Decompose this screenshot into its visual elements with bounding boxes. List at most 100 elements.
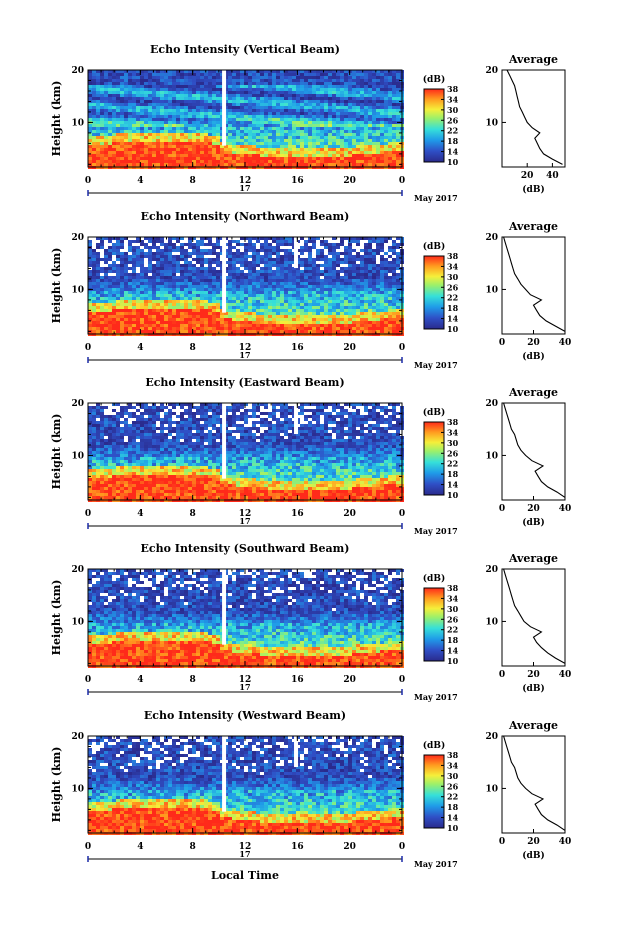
heatmap-cell — [304, 163, 308, 166]
heatmap-cell — [108, 279, 112, 282]
heatmap-cell — [128, 127, 132, 130]
heatmap-cell — [128, 115, 132, 118]
heatmap-cell — [292, 151, 296, 154]
heatmap-cell — [228, 130, 232, 133]
heatmap-cell — [256, 130, 260, 133]
heatmap-cell — [220, 136, 224, 139]
heatmap-cell — [316, 154, 320, 157]
heatmap-cell — [344, 273, 348, 276]
x-tick-label: 12 — [239, 176, 252, 186]
heatmap-cell — [264, 288, 268, 291]
heatmap-cell — [212, 112, 216, 115]
heatmap-cell — [164, 145, 168, 148]
heatmap-cell — [380, 237, 384, 240]
heatmap-cell — [100, 139, 104, 142]
heatmap-cell — [396, 70, 400, 73]
heatmap-cell — [376, 279, 380, 282]
heatmap-cell — [360, 163, 364, 166]
heatmap-cell — [120, 276, 124, 279]
heatmap-cell — [160, 160, 164, 163]
heatmap-cell — [172, 145, 176, 148]
heatmap-cell — [256, 309, 260, 312]
heatmap-cell — [264, 133, 268, 136]
heatmap-cell — [380, 91, 384, 94]
heatmap-cell — [152, 109, 156, 112]
heatmap-cell — [176, 288, 180, 291]
heatmap-cell — [336, 258, 340, 261]
heatmap-cell — [172, 100, 176, 103]
heatmap-cell — [384, 270, 388, 273]
heatmap-cell — [268, 285, 272, 288]
heatmap-cell — [132, 109, 136, 112]
heatmap-cell — [228, 121, 232, 124]
heatmap-cell — [308, 282, 312, 285]
heatmap-cell — [92, 136, 96, 139]
heatmap-cell — [264, 115, 268, 118]
heatmap-cell — [188, 148, 192, 151]
heatmap-cell — [340, 282, 344, 285]
heatmap-cell — [336, 76, 340, 79]
heatmap-cell — [356, 273, 360, 276]
heatmap-cell — [176, 127, 180, 130]
heatmap-cell — [272, 246, 276, 249]
heatmap-cell — [368, 139, 372, 142]
heatmap-cell — [288, 282, 292, 285]
heatmap-cell — [228, 252, 232, 255]
heatmap-cell — [156, 315, 160, 318]
heatmap-cell — [288, 85, 292, 88]
heatmap-cell — [268, 73, 272, 76]
heatmap-cell — [236, 109, 240, 112]
heatmap-cell — [324, 94, 328, 97]
heatmap-cell — [384, 151, 388, 154]
heatmap-cell — [144, 252, 148, 255]
heatmap-cell — [396, 124, 400, 127]
heatmap-cell — [228, 97, 232, 100]
heatmap-cell — [192, 154, 196, 157]
heatmap-cell — [324, 148, 328, 151]
heatmap-cell — [364, 133, 368, 136]
heatmap-cell — [100, 246, 104, 249]
average-profile-line — [506, 69, 563, 165]
heatmap-cell — [260, 255, 264, 258]
heatmap-cell — [352, 85, 356, 88]
heatmap-cell — [128, 312, 132, 315]
heatmap-cell — [264, 151, 268, 154]
heatmap-cell — [292, 327, 296, 330]
heatmap-cell — [220, 297, 224, 300]
heatmap-cell — [144, 309, 148, 312]
heatmap-cell — [392, 279, 396, 282]
heatmap-cell — [352, 297, 356, 300]
heatmap-cell — [264, 321, 268, 324]
heatmap-cell — [376, 154, 380, 157]
heatmap-cell — [204, 97, 208, 100]
heatmap-cell — [288, 160, 292, 163]
heatmap-cell — [288, 237, 292, 240]
heatmap-cell — [244, 252, 248, 255]
heatmap-cell — [168, 243, 172, 246]
heatmap-cell — [348, 124, 352, 127]
heatmap-cell — [380, 297, 384, 300]
heatmap-cell — [208, 160, 212, 163]
heatmap-cell — [172, 288, 176, 291]
heatmap-cell — [164, 252, 168, 255]
heatmap-cell — [336, 324, 340, 327]
heatmap-cell — [220, 157, 224, 160]
heatmap-cell — [104, 285, 108, 288]
heatmap-cell — [136, 130, 140, 133]
heatmap-cell — [288, 267, 292, 270]
heatmap-cell — [140, 136, 144, 139]
heatmap-cell — [244, 276, 248, 279]
heatmap-cell — [312, 151, 316, 154]
heatmap-cell — [120, 106, 124, 109]
heatmap-cell — [108, 240, 112, 243]
heatmap-cell — [288, 249, 292, 252]
average-x-tick-label: 40 — [546, 171, 559, 181]
heatmap-cell — [336, 288, 340, 291]
heatmap-cell — [376, 139, 380, 142]
heatmap-cell — [320, 294, 324, 297]
heatmap-cell — [348, 282, 352, 285]
heatmap-cell — [156, 249, 160, 252]
heatmap-cell — [364, 249, 368, 252]
heatmap-cell — [328, 94, 332, 97]
heatmap-cell — [344, 139, 348, 142]
